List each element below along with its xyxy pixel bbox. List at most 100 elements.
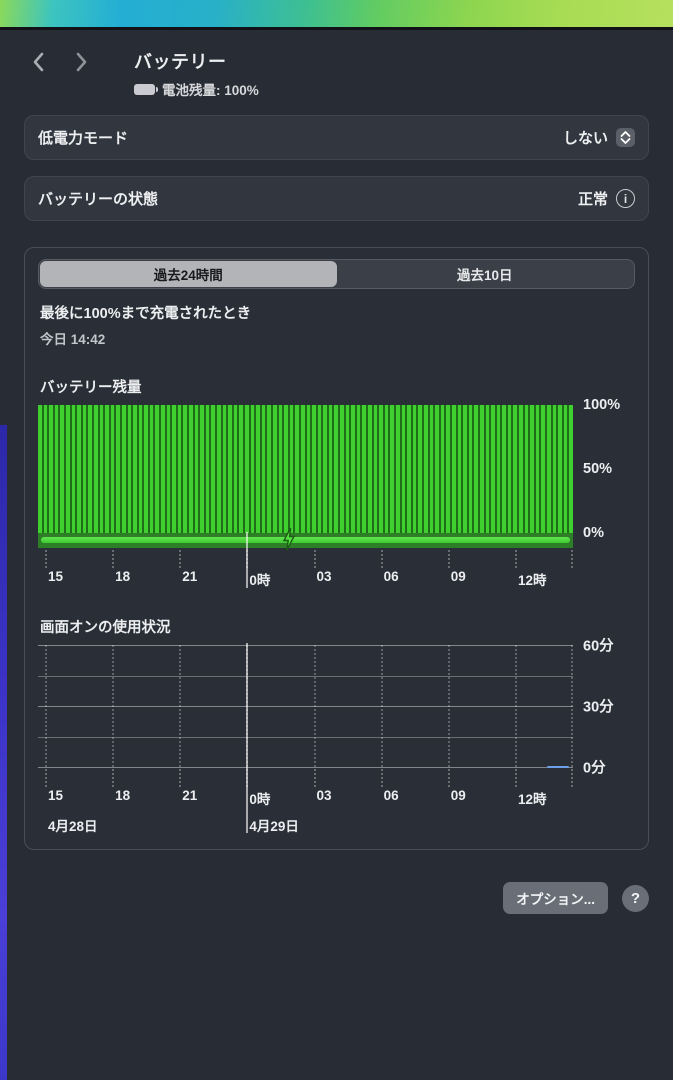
popup-stepper-icon[interactable] xyxy=(616,128,635,147)
battery-bar xyxy=(502,405,506,533)
grid-hline xyxy=(38,706,573,707)
usage-y-axis: 60分 30分 0分 xyxy=(573,639,635,835)
back-button[interactable] xyxy=(30,50,47,74)
battery-bar xyxy=(99,405,104,533)
battery-level-x-axis: 15 18 21 0時 03 06 09 12時 xyxy=(38,532,574,590)
battery-bar xyxy=(278,405,283,533)
grid-vline xyxy=(112,645,115,767)
x-tick-label: 09 xyxy=(450,569,466,584)
y-tick-label: 50% xyxy=(583,461,613,477)
battery-bar xyxy=(133,405,137,533)
battery-bar xyxy=(284,405,288,533)
battery-bar xyxy=(379,405,383,533)
x-tick-mark xyxy=(571,550,574,568)
screen-on-usage-chart-title: 画面オンの使用状況 xyxy=(40,620,171,636)
battery-bar xyxy=(552,405,557,533)
usage-plot-area xyxy=(38,645,574,768)
battery-bar xyxy=(451,405,456,533)
battery-bar xyxy=(261,405,266,533)
battery-bar xyxy=(306,405,311,533)
battery-bar xyxy=(250,405,255,533)
options-button[interactable]: オプション... xyxy=(503,882,608,914)
battery-bar xyxy=(239,405,243,533)
charging-indicator-strip xyxy=(38,527,573,551)
x-tick-mark xyxy=(380,769,383,787)
grid-vline xyxy=(571,645,574,767)
time-range-segmented-control: 過去24時間 過去10日 xyxy=(38,259,635,289)
battery-bar xyxy=(43,405,48,533)
battery-bar xyxy=(429,405,434,533)
battery-bar xyxy=(295,405,299,533)
date-label: 4月29日 xyxy=(249,819,299,834)
battery-bar xyxy=(496,405,501,533)
battery-bar xyxy=(116,405,120,533)
grid-vline xyxy=(380,645,383,767)
battery-bar xyxy=(513,405,518,533)
help-button[interactable]: ? xyxy=(622,884,649,912)
battery-health-value-group: 正常 i xyxy=(578,188,635,209)
battery-bar xyxy=(155,405,160,533)
forward-button[interactable] xyxy=(73,50,90,74)
battery-bar xyxy=(200,405,204,533)
battery-bar xyxy=(468,405,473,533)
x-tick-mark xyxy=(313,769,316,787)
lightning-icon xyxy=(281,527,297,556)
battery-bar xyxy=(82,405,87,533)
battery-bar xyxy=(54,405,59,533)
x-tick-mark xyxy=(380,550,383,568)
battery-level-chart-title: バッテリー残量 xyxy=(40,380,142,396)
battery-bar xyxy=(233,405,238,533)
battery-bar xyxy=(177,405,182,533)
tab-last-24-hours[interactable]: 過去24時間 xyxy=(40,261,337,287)
x-tick-mark xyxy=(514,550,517,568)
battery-bar xyxy=(563,405,568,533)
battery-bar xyxy=(485,405,490,533)
info-icon[interactable]: i xyxy=(616,189,635,208)
grid-hline xyxy=(38,675,573,677)
battery-bar xyxy=(390,405,394,533)
tab-last-10-days[interactable]: 過去10日 xyxy=(456,268,513,283)
battery-level-y-axis: 100% 50% 0% xyxy=(573,397,635,590)
grid-vline xyxy=(179,645,182,767)
page-title: バッテリー xyxy=(134,52,227,72)
x-tick-mark xyxy=(44,550,47,568)
battery-bar xyxy=(440,405,445,533)
battery-bar xyxy=(519,405,523,533)
battery-bar xyxy=(149,405,154,533)
y-tick-label: 60分 xyxy=(583,638,614,655)
battery-bar xyxy=(401,405,406,533)
x-tick-mark xyxy=(514,769,517,787)
battery-bar xyxy=(317,405,322,533)
desktop-wallpaper-edge xyxy=(0,425,7,1080)
battery-bar xyxy=(121,405,126,533)
screen-on-usage-chart: 画面オンの使用状況 15 18 21 0時 03 06 09 12時 4月28日 4月29日 6… xyxy=(38,616,635,835)
x-tick-label: 21 xyxy=(182,788,198,803)
x-tick-mark xyxy=(179,769,182,787)
grid-hline xyxy=(38,645,573,646)
battery-status-text: 電池残量: 100% xyxy=(162,83,259,98)
battery-bar xyxy=(194,405,199,533)
y-tick-label: 0分 xyxy=(583,760,606,777)
battery-bar xyxy=(312,405,316,533)
battery-health-label: バッテリーの状態 xyxy=(38,191,159,208)
x-tick-label: 15 xyxy=(47,569,63,584)
x-tick-label: 18 xyxy=(115,788,131,803)
battery-bar xyxy=(127,405,132,533)
low-power-mode-control[interactable]: しない xyxy=(563,127,635,148)
battery-bar xyxy=(541,405,546,533)
battery-bar xyxy=(110,405,115,533)
x-tick-mark xyxy=(447,550,450,568)
battery-bar xyxy=(340,405,344,533)
recent-usage-marker xyxy=(547,765,569,768)
battery-bar xyxy=(189,405,193,533)
battery-bar xyxy=(60,405,64,533)
battery-bar xyxy=(362,405,367,533)
battery-health-value: 正常 xyxy=(577,191,608,208)
battery-bar xyxy=(356,405,361,533)
x-tick-mark xyxy=(571,769,574,787)
battery-bar xyxy=(423,405,428,533)
battery-level-plot-area: 15 18 21 0時 03 06 09 12時 xyxy=(38,405,574,590)
battery-bar xyxy=(530,405,534,533)
battery-bar xyxy=(351,405,355,533)
